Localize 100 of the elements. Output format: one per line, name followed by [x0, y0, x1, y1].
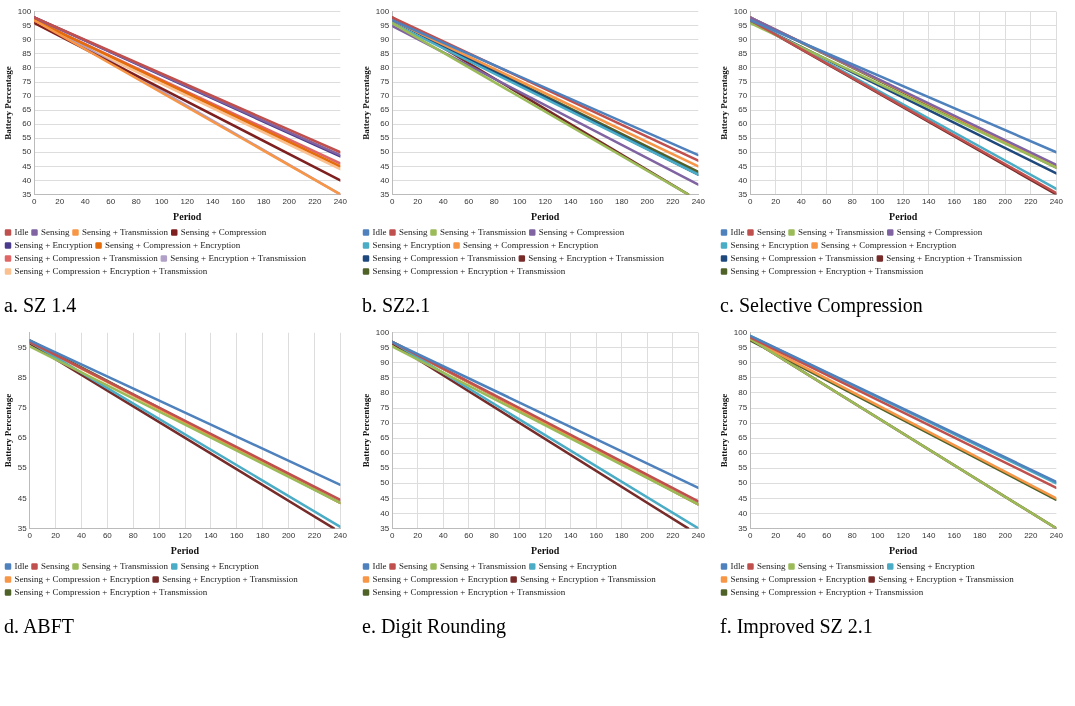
- x-tick-label: 240: [333, 531, 348, 541]
- legend-label: Sensing: [40, 226, 70, 237]
- y-tick-label: 55: [738, 133, 748, 143]
- y-tick-label: 70: [380, 91, 390, 101]
- y-tick-label: 70: [22, 91, 32, 101]
- y-tick-label: 40: [380, 175, 390, 185]
- x-tick-label: 240: [1049, 197, 1064, 207]
- x-tick-label: 80: [489, 531, 500, 541]
- x-tick-label: 200: [281, 531, 296, 541]
- x-tick-label: 40: [80, 197, 91, 207]
- x-tick-label: 120: [538, 531, 553, 541]
- legend-label: Sensing + Encryption: [538, 560, 618, 571]
- legend-label: Idle: [372, 226, 387, 237]
- legend-label: Sensing: [756, 226, 786, 237]
- legend-label: Sensing + Transmission: [82, 226, 169, 237]
- y-axis-title: Battery Percentage: [718, 393, 729, 468]
- y-tick-label: 90: [22, 35, 32, 45]
- y-tick-label: 100: [733, 7, 748, 16]
- legend-label: Sensing + Compression + Transmission: [730, 252, 875, 263]
- x-tick-label: 20: [771, 197, 781, 207]
- y-tick-label: 75: [380, 403, 390, 413]
- legend-label: Sensing: [40, 560, 70, 571]
- x-tick-label: 40: [438, 531, 449, 541]
- y-tick-label: 55: [380, 463, 390, 473]
- y-tick-label: 35: [380, 189, 390, 199]
- legend-label: Sensing + Encryption: [180, 560, 260, 571]
- y-tick-label: 100: [733, 328, 748, 337]
- y-tick-label: 50: [380, 147, 390, 157]
- x-tick-label: 40: [796, 197, 807, 207]
- x-tick-label: 20: [51, 531, 61, 541]
- legend-label: Sensing + Compression + Encryption: [821, 239, 957, 250]
- y-axis-title: Battery Percentage: [360, 393, 371, 468]
- y-tick-label: 40: [22, 175, 32, 185]
- x-tick-label: 180: [615, 531, 629, 541]
- x-tick-label: 100: [155, 197, 169, 207]
- x-axis-title: Period: [889, 544, 918, 556]
- y-axis-title: Battery Percentage: [718, 66, 729, 140]
- y-tick-label: 65: [380, 105, 390, 115]
- legend-label: Sensing + Transmission: [798, 560, 885, 571]
- x-tick-label: 80: [128, 531, 139, 541]
- x-tick-label: 100: [513, 531, 527, 541]
- x-tick-label: 160: [589, 531, 604, 541]
- y-tick-label: 65: [738, 105, 748, 115]
- x-tick-label: 60: [464, 197, 474, 207]
- y-tick-label: 50: [22, 147, 32, 157]
- y-tick-label: 100: [375, 7, 390, 16]
- y-tick-label: 45: [738, 161, 748, 171]
- y-tick-label: 95: [380, 343, 390, 353]
- y-tick-label: 35: [738, 189, 748, 199]
- x-tick-label: 220: [307, 531, 322, 541]
- y-tick-label: 70: [380, 418, 390, 428]
- legend-label: Sensing + Encryption + Transmission: [528, 252, 665, 263]
- y-tick-label: 70: [738, 418, 748, 428]
- legend-label: Sensing + Compression + Encryption + Transmission: [372, 586, 566, 597]
- y-tick-label: 75: [738, 77, 748, 87]
- x-tick-label: 120: [896, 197, 911, 207]
- y-tick-label: 90: [380, 358, 390, 368]
- y-tick-label: 95: [17, 343, 28, 353]
- legend-label: Idle: [730, 560, 745, 571]
- x-tick-label: 100: [513, 197, 527, 207]
- y-tick-label: 45: [380, 493, 390, 503]
- x-axis-title: Period: [889, 210, 918, 222]
- text: c. Selective Compression: [720, 294, 924, 317]
- y-tick-label: 90: [738, 358, 748, 368]
- x-tick-label: 40: [796, 531, 807, 541]
- legend-label: Sensing + Transmission: [82, 560, 169, 571]
- y-tick-label: 40: [738, 508, 748, 518]
- x-tick-label: 200: [640, 197, 655, 207]
- x-tick-label: 140: [922, 197, 936, 207]
- x-tick-label: 200: [282, 197, 297, 207]
- y-tick-label: 50: [738, 147, 748, 157]
- legend-label: Sensing + Encryption: [896, 560, 976, 571]
- x-tick-label: 220: [666, 197, 681, 207]
- x-tick-label: 100: [871, 531, 885, 541]
- y-tick-label: 45: [17, 493, 28, 503]
- legend-label: Sensing: [398, 560, 428, 571]
- legend-label: Sensing + Compression: [538, 226, 625, 237]
- legend-label: Sensing + Compression + Encryption: [105, 239, 241, 250]
- x-tick-label: 220: [1024, 197, 1039, 207]
- x-axis-title: Period: [531, 210, 560, 222]
- y-tick-label: 35: [738, 523, 748, 533]
- x-tick-label: 40: [438, 197, 449, 207]
- legend-label: Sensing + Compression + Encryption: [372, 573, 509, 584]
- legend-label: Sensing + Transmission: [798, 226, 885, 237]
- x-tick-label: 100: [871, 197, 885, 207]
- y-tick-label: 80: [380, 63, 390, 73]
- legend-label: Sensing + Encryption: [730, 239, 810, 250]
- x-tick-label: 120: [896, 531, 911, 541]
- y-tick-label: 75: [17, 403, 28, 413]
- x-tick-label: 180: [255, 531, 270, 541]
- y-tick-label: 45: [738, 493, 748, 503]
- x-tick-label: 180: [257, 197, 271, 207]
- y-tick-label: 60: [380, 448, 390, 458]
- y-tick-label: 100: [375, 328, 390, 337]
- legend-label: Sensing + Compression: [180, 226, 267, 237]
- legend-label: Sensing + Compression + Encryption: [463, 239, 599, 250]
- y-tick-label: 60: [738, 448, 748, 458]
- y-tick-label: 75: [22, 77, 32, 87]
- legend-label: Sensing + Compression + Encryption + Transmission: [372, 265, 566, 276]
- x-tick-label: 160: [231, 197, 246, 207]
